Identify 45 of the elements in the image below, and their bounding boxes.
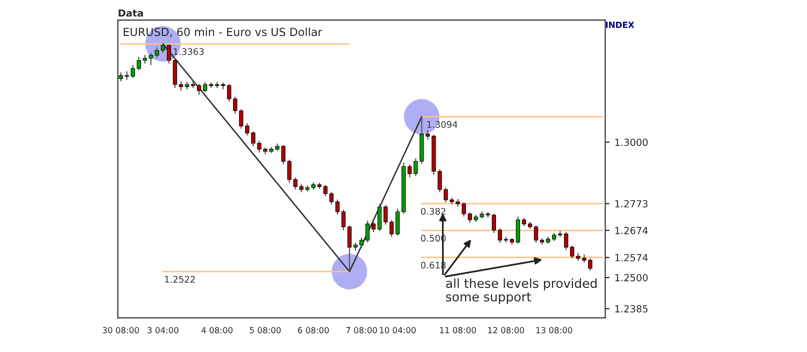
candlestick — [347, 224, 352, 272]
candlestick — [384, 204, 388, 226]
text: EURUSD, 60 min - Euro vs US Dollar — [124, 28, 322, 38]
candlestick — [534, 224, 538, 244]
x-tick-label: 4 08:00 — [202, 327, 233, 334]
candlestick — [329, 192, 334, 205]
candlestick — [365, 220, 370, 243]
candlestick — [178, 80, 184, 92]
candlestick — [498, 228, 502, 244]
y-tick-label: 1.2773 — [615, 200, 648, 208]
y-tick-label: 1.2574 — [615, 254, 648, 262]
candlestick — [202, 82, 208, 93]
candlestick — [166, 44, 172, 64]
x-tick-label: 7 08:00 — [346, 327, 377, 334]
y-tick-label: 1.2385 — [615, 305, 648, 312]
candlestick — [335, 198, 340, 216]
annotation: 1.3094 — [427, 121, 458, 128]
candlestick — [378, 203, 382, 232]
candlestick — [148, 52, 154, 66]
candlestick — [196, 83, 202, 96]
candlestick — [154, 46, 160, 58]
x-tick-label: 11 08:00 — [440, 327, 476, 334]
candlestick — [136, 56, 141, 71]
y-tick-label: 1.2674 — [615, 226, 648, 234]
x-tick-label: 10 04:00 — [380, 327, 416, 334]
x-tick-label: 12 08:00 — [488, 327, 524, 334]
candlestick — [359, 236, 364, 248]
x-tick-label: 5 08:00 — [250, 327, 281, 334]
annotation: 1.3363 — [174, 48, 204, 56]
text: Data — [118, 9, 143, 17]
annotation: 1.2522 — [165, 276, 195, 283]
candlestick — [341, 209, 346, 231]
y-tick-label: 1.2500 — [615, 274, 648, 282]
x-tick-label: 3 04:00 — [148, 327, 178, 334]
candlestick — [492, 213, 496, 234]
x-tick-label: 30 08:00 — [102, 327, 139, 334]
x-tick-label: 6 08:00 — [298, 327, 329, 334]
candlestick — [323, 184, 328, 197]
annotation: 0.382 — [421, 208, 446, 215]
text: INDEX — [606, 22, 634, 28]
candlestick — [516, 216, 520, 244]
x-tick-label: 13 08:00 — [536, 327, 572, 334]
annotation: all these levels provided some support — [446, 278, 597, 304]
y-tick-label: 1.3000 — [615, 138, 648, 146]
candlestick — [371, 221, 376, 233]
